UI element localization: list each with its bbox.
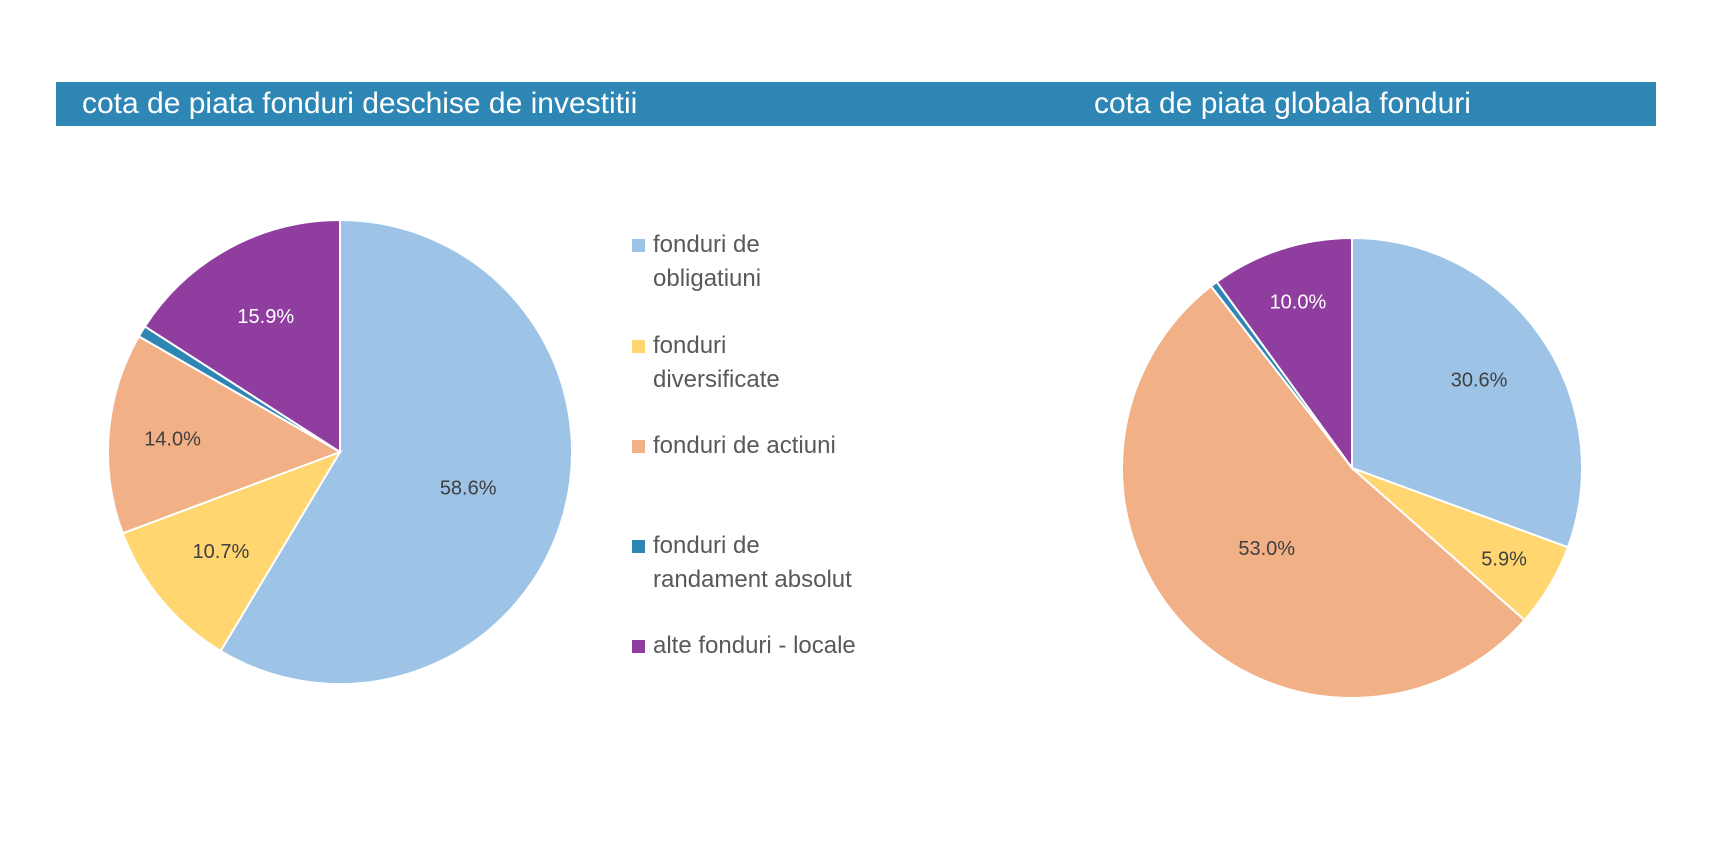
legend-item-absolute-return: fonduri de randament absolut bbox=[632, 529, 923, 597]
pie-chart-global-funds: 30.6% 5.9% 53.0% 10.0% bbox=[1121, 236, 1583, 699]
data-label-bonds: 30.6% bbox=[1451, 369, 1508, 391]
data-label-diversified: 10.7% bbox=[193, 541, 250, 563]
pie-slice-equity bbox=[1121, 284, 1526, 699]
pie-slice-bonds bbox=[219, 218, 573, 685]
legend-swatch-diversified bbox=[632, 340, 645, 353]
legend-swatch-other-local bbox=[632, 640, 645, 653]
legend-item-other-local: alte fonduri - locale bbox=[632, 629, 923, 663]
legend-label-bonds: fonduri de obligatiuni bbox=[653, 231, 762, 292]
legend: fonduri de obligatiuni fonduri diversifi… bbox=[632, 228, 932, 668]
pie-slice-bonds bbox=[1351, 236, 1583, 549]
chart-title-right: cota de piata globala fonduri bbox=[1094, 87, 1471, 120]
pie-slice-other-local bbox=[143, 218, 341, 454]
data-label-equity: 53.0% bbox=[1238, 538, 1295, 560]
legend-swatch-equity bbox=[632, 440, 645, 453]
legend-label-absolute-return: fonduri de randament absolut bbox=[653, 532, 852, 593]
data-label-other-local: 10.0% bbox=[1270, 292, 1327, 314]
data-label-other-local: 15.9% bbox=[237, 306, 294, 328]
legend-swatch-bonds bbox=[632, 239, 645, 252]
pie-slice-diversified bbox=[121, 450, 343, 653]
legend-item-bonds: fonduri de obligatiuni bbox=[632, 228, 923, 296]
legend-label-other-local: alte fonduri - locale bbox=[653, 632, 856, 659]
legend-label-equity: fonduri de actiuni bbox=[653, 432, 836, 459]
chart-title-left: cota de piata fonduri deschise de invest… bbox=[82, 87, 638, 120]
pie-chart-open-funds: 58.6% 10.7% 14.0% 15.9% bbox=[107, 218, 573, 685]
legend-item-equity: fonduri de actiuni bbox=[632, 429, 923, 463]
data-label-bonds: 58.6% bbox=[440, 477, 497, 499]
pie-slice-other-local bbox=[1215, 236, 1353, 472]
data-label-equity: 14.0% bbox=[144, 428, 201, 450]
legend-item-diversified: fonduri diversificate bbox=[632, 329, 923, 397]
header-bar: cota de piata fonduri deschise de invest… bbox=[56, 82, 1656, 126]
data-label-diversified: 5.9% bbox=[1481, 549, 1527, 571]
legend-swatch-absolute-return bbox=[632, 540, 645, 553]
legend-label-diversified: fonduri diversificate bbox=[653, 332, 780, 393]
pie-slice-equity bbox=[107, 335, 343, 535]
